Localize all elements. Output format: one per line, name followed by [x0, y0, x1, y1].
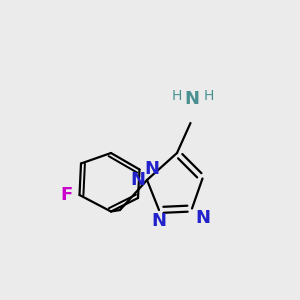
Text: N: N: [130, 171, 145, 189]
Text: N: N: [145, 160, 160, 178]
Text: N: N: [195, 209, 210, 227]
Text: F: F: [61, 186, 73, 204]
Text: N: N: [184, 90, 200, 108]
Text: H: H: [172, 89, 182, 103]
Text: H: H: [203, 89, 214, 103]
Text: N: N: [152, 212, 166, 230]
